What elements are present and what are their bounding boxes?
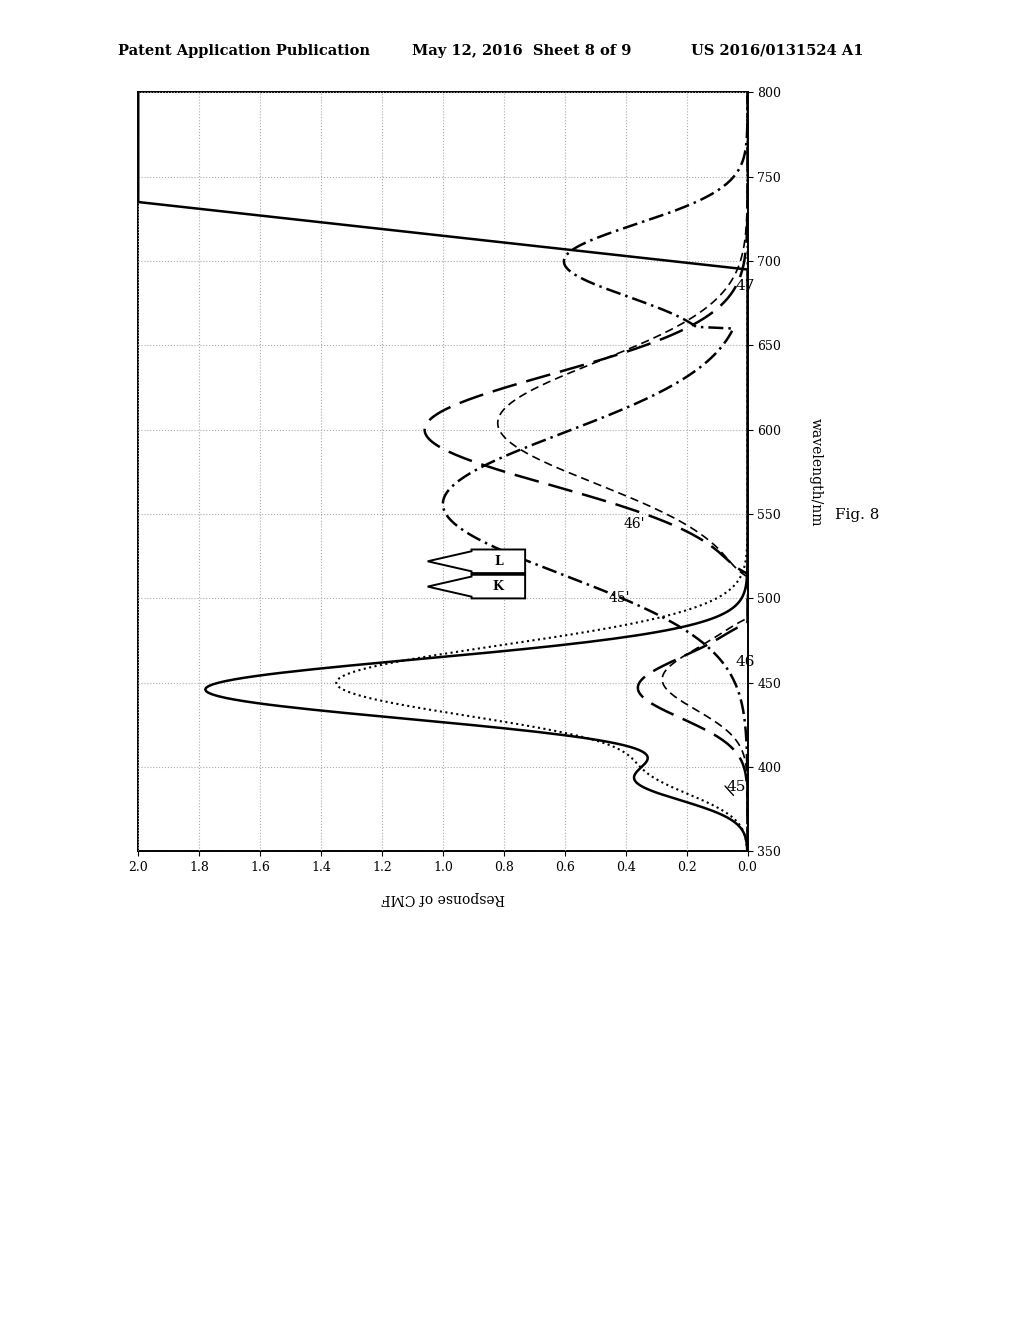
Text: 46: 46 [735,656,755,669]
Text: K: K [493,579,504,593]
FancyBboxPatch shape [471,579,525,593]
Text: Patent Application Publication: Patent Application Publication [118,44,370,58]
Text: US 2016/0131524 A1: US 2016/0131524 A1 [691,44,863,58]
Polygon shape [428,574,525,598]
Text: May 12, 2016  Sheet 8 of 9: May 12, 2016 Sheet 8 of 9 [412,44,631,58]
Text: Fig. 8: Fig. 8 [835,508,879,521]
Text: L: L [494,554,503,568]
Y-axis label: wavelength/nm: wavelength/nm [809,417,823,527]
Text: 45': 45' [609,591,631,605]
Polygon shape [428,549,525,573]
X-axis label: Response of CMF: Response of CMF [381,891,505,904]
Text: 47: 47 [735,280,755,293]
Text: 45: 45 [726,780,745,795]
FancyBboxPatch shape [471,554,525,568]
Text: 46': 46' [624,517,645,531]
